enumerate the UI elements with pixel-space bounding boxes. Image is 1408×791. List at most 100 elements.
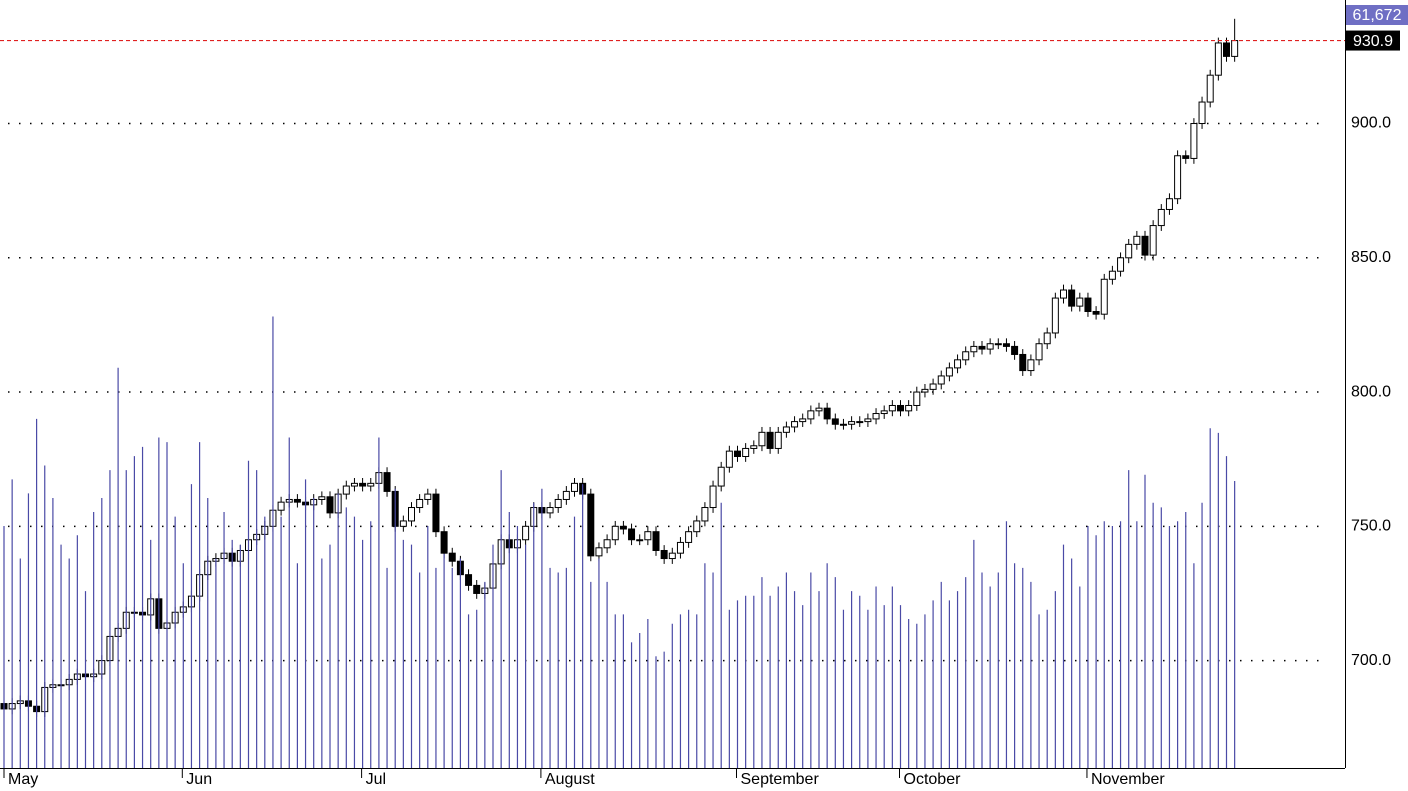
candle-body — [701, 507, 709, 522]
candle-body — [880, 410, 888, 415]
candle-body — [685, 531, 693, 543]
candle-body — [872, 413, 880, 420]
candle-body — [799, 418, 807, 423]
candle-body — [693, 520, 701, 533]
candle-body — [807, 410, 815, 420]
candle-body — [619, 525, 627, 530]
x-tick-label: Jun — [186, 771, 212, 788]
candle-body — [448, 552, 456, 562]
candle-body — [905, 404, 913, 412]
candle-body — [359, 482, 367, 487]
candle-body — [823, 407, 831, 420]
candle-body — [587, 493, 595, 557]
candle-body — [750, 445, 758, 449]
candle-body — [318, 496, 326, 500]
candle-body — [848, 421, 856, 425]
x-tick-label: May — [8, 771, 38, 788]
candle-body — [1100, 278, 1108, 315]
candle-body — [1198, 101, 1206, 125]
candle-body — [522, 525, 530, 541]
candle-body — [1117, 257, 1125, 272]
candle-body — [554, 498, 562, 509]
candle-body — [350, 482, 358, 487]
candle-body — [994, 343, 1002, 346]
candle-body — [717, 466, 725, 487]
candle-body — [595, 547, 603, 557]
candle-body — [1125, 243, 1133, 259]
volume-label: 61,672 — [1353, 7, 1402, 24]
candle-body — [864, 418, 872, 423]
candle-body — [628, 528, 636, 541]
candle-body — [782, 426, 790, 433]
volume-label-box — [1346, 5, 1408, 25]
candle-body — [1043, 332, 1051, 345]
candle-body — [815, 407, 823, 412]
candle-body — [725, 450, 733, 468]
candle-body — [1214, 42, 1222, 76]
candle-body — [1141, 235, 1149, 256]
y-tick-label: 800.0 — [1351, 383, 1391, 400]
candle-body — [293, 498, 301, 503]
candle-body — [937, 375, 945, 385]
x-tick-label: August — [545, 771, 595, 788]
x-tick-label: October — [904, 771, 962, 788]
candle-body — [766, 431, 774, 449]
candle-body — [408, 507, 415, 522]
candle-body — [1223, 42, 1230, 57]
candle-body — [1157, 208, 1165, 227]
candle-body — [929, 383, 937, 390]
candle-body — [611, 525, 619, 541]
candle-body — [636, 539, 644, 542]
candle-body — [440, 531, 448, 554]
candle-body — [432, 493, 440, 533]
x-tick-label: Jul — [366, 771, 386, 788]
candle-body — [603, 539, 611, 549]
candle-body — [1076, 297, 1084, 307]
candle-body — [921, 388, 929, 393]
candle-body — [897, 404, 904, 412]
candle-body — [709, 485, 717, 509]
candle-body — [888, 404, 896, 412]
candle-body — [1084, 297, 1092, 312]
candle-body — [831, 418, 839, 425]
candle-body — [342, 485, 350, 495]
candle-body — [1165, 198, 1173, 210]
candle-body — [791, 421, 799, 428]
candle-body — [1231, 40, 1239, 57]
x-tick-label: November — [1091, 771, 1165, 788]
candle-body — [1002, 343, 1010, 347]
candle-body — [1035, 343, 1043, 361]
candle-body — [399, 520, 407, 527]
candle-body — [1133, 235, 1141, 245]
candle-body — [571, 482, 578, 492]
candle-body — [913, 391, 921, 406]
y-tick-label: 900.0 — [1351, 115, 1391, 132]
candle-body — [1108, 270, 1116, 280]
candle-body — [978, 345, 986, 350]
candle-body — [758, 431, 766, 447]
candle-body — [954, 359, 962, 369]
candle-body — [660, 549, 668, 560]
candle-body — [986, 343, 994, 350]
candle-body — [839, 423, 847, 426]
y-tick-label: 750.0 — [1351, 518, 1391, 535]
candle-body — [644, 531, 652, 541]
candle-body — [277, 501, 285, 511]
candle-body — [962, 351, 970, 361]
candle-body — [652, 531, 660, 551]
candle-body — [1092, 310, 1100, 315]
candle-body — [1190, 123, 1198, 159]
candle-body — [1019, 353, 1027, 372]
y-tick-label: 850.0 — [1351, 249, 1391, 266]
candle-body — [1182, 155, 1190, 159]
last-price-label: 930.9 — [1353, 33, 1393, 50]
candle-body — [562, 490, 570, 500]
candle-body — [1051, 297, 1059, 334]
candle-body — [367, 482, 375, 487]
candle-body — [676, 541, 684, 554]
candle-body — [1011, 345, 1019, 355]
candle-body — [945, 367, 953, 377]
candle-body — [473, 584, 481, 594]
